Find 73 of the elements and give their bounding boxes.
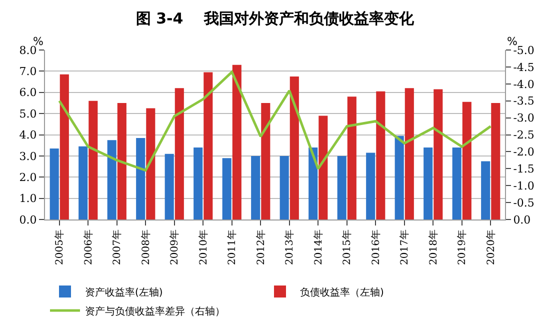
x-tick-label: 2014年 [312,230,324,265]
bar [174,88,184,220]
x-tick-label: 2005年 [54,230,66,265]
y-tick-label: 2.0 [19,171,37,184]
y2-tick-label: -2.5 [513,128,534,142]
y-tick-label: 6.0 [19,86,37,100]
bar [136,138,146,220]
bar [164,154,174,220]
x-tick-label: 2020年 [484,230,497,265]
bar [261,102,270,220]
legend-label: 负债收益率（左轴) [300,286,384,298]
y2-tick-label: -4.5 [513,60,534,74]
y-tick-label: 4.0 [19,128,37,142]
bar [222,158,232,220]
bar [424,147,433,220]
bar [232,64,242,220]
x-tick-label: 2011年 [226,230,238,265]
bar [280,156,289,220]
bar [117,102,126,220]
bar [376,91,386,220]
y2-tick-label: -1.0 [513,179,534,192]
x-tick-label: 2012年 [254,230,267,265]
chart-title: 图 3-4 我国对外资产和负债收益率变化 [136,10,416,28]
y2-tick-label: -4.0 [513,78,534,91]
y2-axis-title: % [507,35,518,48]
bar [204,72,213,220]
bar [88,100,98,220]
bar [366,152,376,220]
x-tick-label: 2006年 [82,230,94,265]
bar [452,147,462,220]
bar [434,89,443,220]
x-tick-label: 2017年 [398,230,411,265]
x-tick-label: 2018年 [427,230,440,265]
x-tick-label: 2010年 [197,230,210,265]
bar [394,136,404,220]
y2-tick-label: -1.5 [513,162,534,176]
bar [60,74,69,220]
y-tick-label: 7.0 [19,65,37,78]
x-tick-label: 2007年 [111,230,124,265]
x-tick-label: 2009年 [168,230,181,265]
y-tick-label: 8.0 [19,44,37,57]
y-tick-label: 5.0 [19,107,37,120]
bar [318,116,328,220]
bar [308,147,318,220]
y2-tick-label: -2.0 [513,146,534,159]
bar [146,108,156,220]
y2-tick-label: -0.5 [513,196,534,210]
x-tick-label: 2019年 [456,230,468,265]
y2-tick-label: -3.5 [513,94,534,108]
legend-label: 资产与负债收益率差异（右轴） [85,305,225,318]
x-tick-label: 2016年 [370,230,382,265]
y-tick-label: 0.0 [19,213,37,226]
x-tick-label: 2013年 [284,230,296,265]
y-tick-label: 3.0 [19,150,37,163]
bar [107,140,116,220]
bar [337,156,346,220]
bar [404,88,414,220]
bar [50,148,59,220]
bar [290,76,299,220]
x-tick-label: 2015年 [341,230,354,265]
line-series [58,70,492,172]
bar [491,102,500,220]
x-tick-label: 2008年 [140,230,152,265]
y-tick-label: 1.0 [19,192,37,206]
bar [78,146,88,220]
bar [251,156,260,220]
bar [194,147,203,220]
y2-tick-label: -3.0 [513,112,534,125]
bar [462,102,472,220]
y2-tick-label: 0.0 [513,213,531,226]
legend-label: 资产收益率(左轴) [85,286,163,298]
bar [347,96,356,220]
bar [481,161,490,220]
